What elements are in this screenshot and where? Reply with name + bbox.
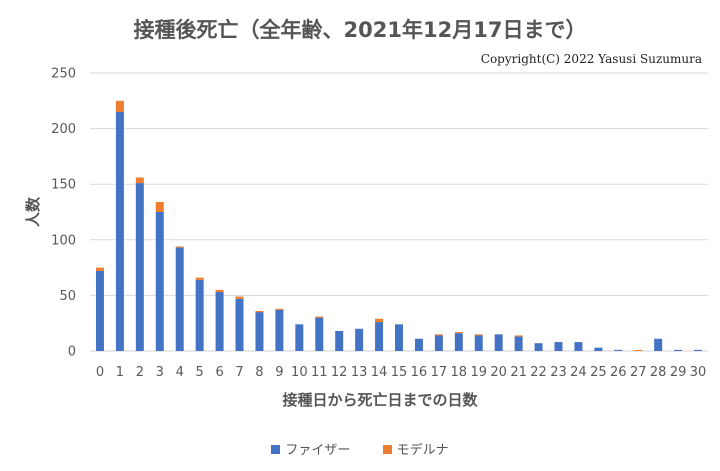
y-tick-label: 0 <box>68 345 76 360</box>
x-axis-label: 接種日から死亡日までの日数 <box>282 391 478 409</box>
bar-segment <box>175 246 184 248</box>
x-tick-label: 2 <box>136 365 144 380</box>
x-tick-label: 9 <box>275 365 283 380</box>
x-tick-label: 28 <box>650 365 667 380</box>
x-tick-label: 17 <box>431 365 448 380</box>
x-tick-label: 20 <box>490 365 507 380</box>
x-tick-label: 25 <box>590 365 607 380</box>
x-tick-label: 19 <box>470 365 487 380</box>
legend-item-moderna: モデルナ <box>382 439 449 458</box>
bar-segment <box>255 312 264 351</box>
x-tick-label: 4 <box>176 365 184 380</box>
bar-segment <box>594 347 603 351</box>
x-axis-tick-labels: 0 1 2 3 4 5 6 7 8 9 10 11 12 13 14 15 16 17 18 19 20 21 22 23 24… <box>96 365 706 380</box>
bar-segment <box>195 277 204 280</box>
x-tick-label: 16 <box>411 365 428 380</box>
x-tick-label: 8 <box>255 365 263 380</box>
bar-segment <box>275 309 284 351</box>
bar-segment <box>175 247 184 351</box>
bar-segment <box>155 212 164 351</box>
x-tick-label: 22 <box>530 365 547 380</box>
legend: ファイザー モデルナ <box>0 439 720 458</box>
copyright-notice: Copyright(C) 2022 Yasusi Suzumura <box>480 52 702 66</box>
x-tick-label: 0 <box>96 365 104 380</box>
x-tick-label: 26 <box>610 365 627 380</box>
x-tick-label: 5 <box>196 365 204 380</box>
y-axis-tick-labels: 0 50 100 150 200 250 <box>51 67 76 360</box>
legend-swatch-moderna <box>382 445 392 454</box>
bar-segment <box>115 100 124 112</box>
x-tick-label: 10 <box>291 365 308 380</box>
y-tick-label: 150 <box>51 178 76 193</box>
bar-segment <box>454 333 463 351</box>
x-tick-label: 18 <box>451 365 468 380</box>
y-tick-label: 250 <box>51 67 76 82</box>
bar-segment <box>95 270 104 351</box>
x-tick-label: 24 <box>570 365 587 380</box>
bar-segment <box>235 298 244 351</box>
x-tick-label: 6 <box>215 365 223 380</box>
bar-segment <box>215 289 224 293</box>
bar-segment <box>135 183 144 351</box>
bar-segment <box>654 338 663 351</box>
bar-segment <box>434 334 443 336</box>
bar-segment <box>235 296 244 299</box>
bar-segment <box>514 336 523 351</box>
x-tick-label: 29 <box>670 365 687 380</box>
bar-segment <box>514 335 523 337</box>
bar-segment <box>454 332 463 334</box>
bar-segment <box>315 317 324 351</box>
x-tick-label: 30 <box>690 365 707 380</box>
bar-segment <box>215 292 224 351</box>
x-tick-label: 27 <box>630 365 647 380</box>
y-tick-label: 200 <box>51 122 76 137</box>
bar-segment <box>614 349 623 351</box>
bar-segment <box>395 324 403 351</box>
legend-label-moderna: モデルナ <box>396 443 449 458</box>
x-tick-label: 23 <box>550 365 567 380</box>
legend-swatch-pfizer <box>271 445 281 454</box>
bar-segment <box>195 279 204 351</box>
bar-segment <box>315 316 324 318</box>
bar-segment <box>375 322 384 351</box>
y-axis-label: 人数 <box>24 196 42 227</box>
x-tick-label: 3 <box>156 365 164 380</box>
bar-segment <box>115 111 124 351</box>
bar-segment <box>434 335 443 351</box>
bar-segment <box>554 342 563 351</box>
x-tick-label: 13 <box>351 365 368 380</box>
x-tick-label: 15 <box>391 365 408 380</box>
bar-segment <box>275 308 284 310</box>
bar-segment <box>474 335 483 351</box>
bar-segment <box>414 338 423 351</box>
bar-segment <box>494 334 503 351</box>
bar-segment <box>674 349 683 351</box>
legend-item-pfizer: ファイザー <box>271 439 350 458</box>
bar-segment <box>534 343 543 351</box>
x-tick-label: 1 <box>116 365 124 380</box>
y-tick-label: 100 <box>51 233 76 248</box>
bar-segment <box>474 334 483 336</box>
x-tick-label: 21 <box>510 365 527 380</box>
bar-segment <box>255 310 264 313</box>
bar-segment <box>355 328 364 351</box>
bar-segment <box>135 177 144 184</box>
x-tick-label: 12 <box>331 365 348 380</box>
x-tick-label: 11 <box>311 365 328 380</box>
x-tick-label: 7 <box>235 365 243 380</box>
bar-segment <box>95 267 104 271</box>
x-tick-label: 14 <box>371 365 388 380</box>
bars <box>95 100 703 351</box>
bar-segment <box>295 324 304 351</box>
chart-title: 接種後死亡（全年齢、2021年12月17日まで） <box>133 18 587 42</box>
y-tick-label: 50 <box>59 289 76 304</box>
bar-segment <box>694 349 703 351</box>
bar-segment <box>375 318 384 323</box>
bar-segment <box>634 349 643 351</box>
bar-segment <box>155 201 164 212</box>
bar-segment <box>335 330 344 351</box>
bar-segment <box>574 342 583 351</box>
legend-label-pfizer: ファイザー <box>285 443 351 458</box>
